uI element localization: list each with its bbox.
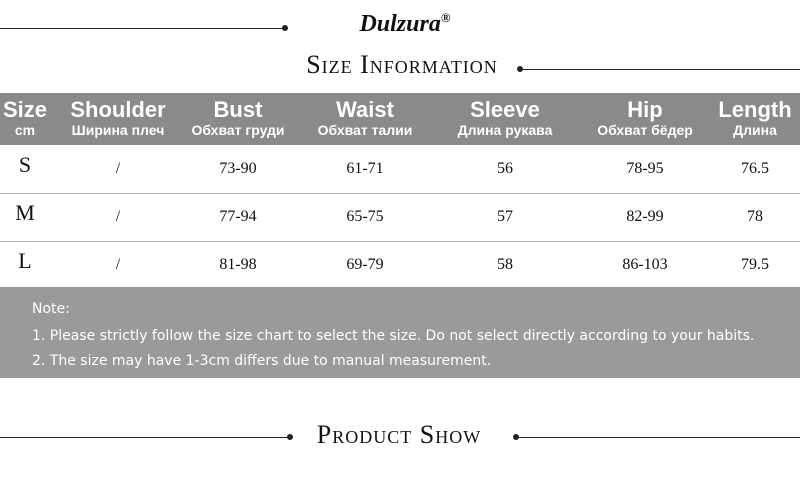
header-ru: Длина рукава — [457, 122, 553, 138]
table-cell: 82-99 — [626, 208, 664, 225]
header-cell: Sleeve Длина рукава — [457, 97, 553, 139]
note-title: Note: — [32, 301, 70, 317]
table-cell: 65-75 — [346, 208, 384, 225]
header-cell: Length Длина — [718, 97, 792, 139]
brand-mark: ® — [440, 10, 451, 25]
table-cell: S — [18, 152, 32, 177]
header-ru: cm — [14, 122, 36, 138]
table-cell: 81-98 — [219, 256, 257, 273]
header-cell: Size cm — [2, 97, 48, 139]
header-cell: Bust Обхват груди — [191, 97, 285, 139]
table-cell: 58 — [497, 256, 513, 273]
note-line: 2. The size may have 1-3cm differs due t… — [32, 353, 492, 369]
dot — [287, 434, 293, 440]
table-cell: 79.5 — [741, 256, 769, 273]
brand: Dulzura® — [359, 10, 450, 38]
rule — [516, 437, 800, 438]
dot — [282, 25, 288, 31]
table-cell: / — [115, 208, 121, 225]
table-cell: M — [15, 200, 35, 225]
row-separator — [0, 193, 800, 194]
header-en: Waist — [336, 97, 394, 122]
note-line: 1. Please strictly follow the size chart… — [32, 328, 755, 344]
show-heading: Product Show — [316, 420, 482, 449]
table-cell: 86-103 — [622, 256, 668, 273]
rule — [0, 28, 285, 29]
header-en: Bust — [213, 97, 263, 122]
table-cell: 78 — [747, 208, 763, 225]
table-cell: 78-95 — [626, 160, 664, 177]
header-en: Sleeve — [470, 97, 540, 122]
table-cell: L — [18, 248, 32, 273]
table-cell: 73-90 — [219, 160, 257, 177]
note: Note: 1. Please strictly follow the size… — [0, 287, 800, 378]
table-cell: 61-71 — [346, 160, 384, 177]
brand-name: Dulzura — [359, 11, 441, 37]
row-separator — [0, 241, 800, 242]
table-cell: 56 — [497, 160, 513, 177]
table-cell: / — [115, 256, 121, 273]
header-ru: Обхват талии — [317, 122, 413, 138]
header-cell: Waist Обхват талии — [317, 97, 413, 139]
header-ru: Обхват груди — [191, 122, 285, 138]
table-header: Size cm Shoulder Ширина плеч Bust Обхват груд… — [0, 93, 800, 145]
header-ru: Ширина плеч — [71, 122, 165, 138]
table-cell: 76.5 — [741, 160, 769, 177]
rule — [520, 69, 800, 70]
header-en: Length — [718, 97, 792, 122]
header-cell: Shoulder Ширина плеч — [70, 97, 166, 139]
table-cell: 69-79 — [346, 256, 384, 273]
header-cell: Hip Обхват бёдер — [597, 97, 693, 139]
rule — [0, 437, 290, 438]
header-ru: Длина — [733, 122, 777, 138]
table-cell: 57 — [497, 208, 513, 225]
table-cell: / — [115, 160, 121, 177]
header-en: Hip — [627, 97, 663, 122]
header-en: Shoulder — [70, 97, 166, 122]
size-heading: Size Information — [306, 50, 498, 79]
header-en: Size — [2, 97, 48, 122]
table-cell: 77-94 — [219, 208, 257, 225]
header-ru: Обхват бёдер — [597, 122, 693, 138]
